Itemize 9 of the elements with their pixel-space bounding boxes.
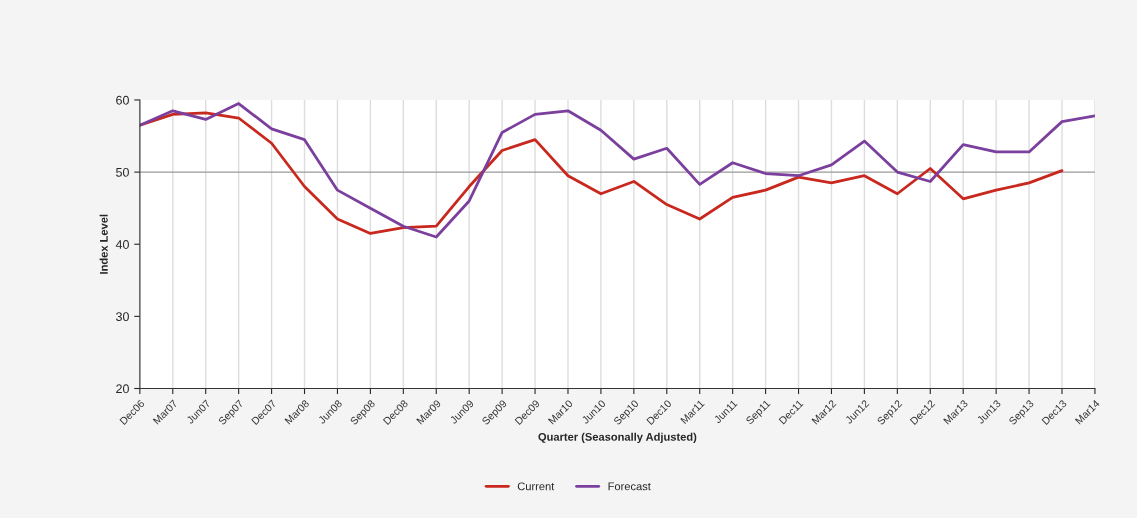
y-axis-title: Index Level [99,214,108,274]
y-tick-label: 30 [116,312,129,322]
y-tick-label: 50 [116,167,129,177]
y-tick-label: 60 [116,95,129,105]
y-tick-label: 20 [116,384,129,394]
legend-label: Forecast [608,482,651,491]
x-axis-title: Quarter (Seasonally Adjusted) [538,432,697,443]
legend-label: Current [517,482,555,491]
y-tick-label: 40 [115,240,129,249]
